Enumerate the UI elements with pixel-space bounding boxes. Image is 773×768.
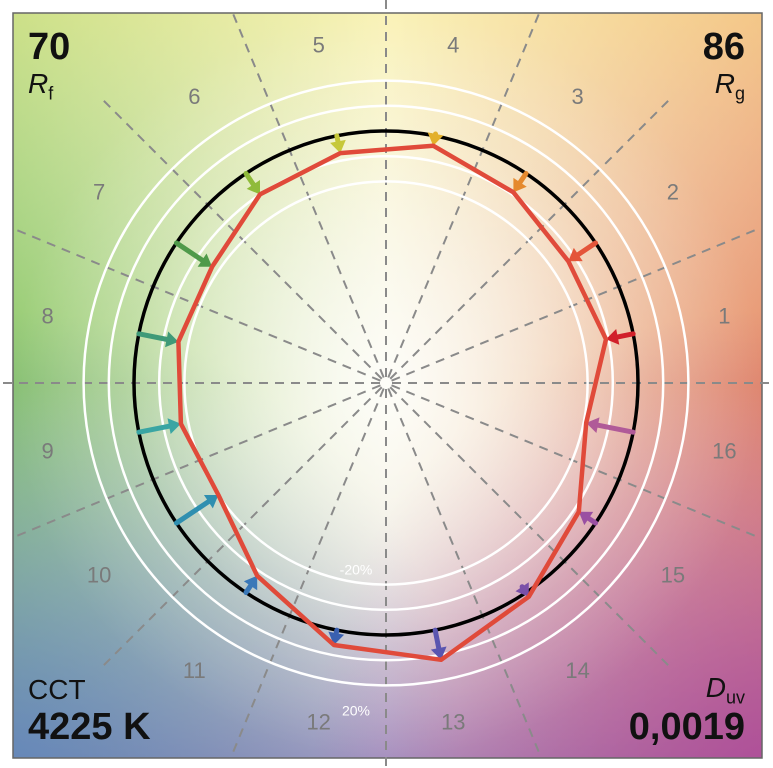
hue-bin-label: 16: [712, 438, 736, 463]
hue-bin-label: 7: [93, 179, 105, 204]
spoke-line: [391, 384, 756, 537]
spoke-line: [391, 229, 756, 382]
percent-rings: [82, 79, 690, 687]
percent-ring: [157, 154, 615, 612]
spoke-line: [387, 13, 540, 378]
ring-label: -20%: [340, 562, 373, 578]
hue-arrow: [605, 329, 636, 345]
frame-border: [12, 12, 763, 759]
hue-arrow: [173, 240, 213, 267]
spoke-line: [232, 13, 385, 378]
hue-arrow: [330, 133, 346, 154]
hue-bin-label: 11: [183, 658, 206, 683]
hue-bin-label: 12: [306, 709, 330, 734]
rf-symbol-subscript: f: [48, 83, 54, 104]
rf-symbol-letter: R: [28, 68, 49, 99]
cct-value: 4225 K: [28, 706, 151, 748]
spoke-line: [102, 99, 383, 380]
rg-value: 86: [702, 26, 745, 68]
spoke-line: [16, 229, 381, 382]
duv-symbol-letter: D: [705, 672, 726, 703]
rg-symbol-subscript: g: [734, 83, 745, 104]
rf-symbol: Rf: [28, 70, 53, 103]
hue-arrow: [568, 240, 599, 262]
hue-arrow: [515, 582, 529, 597]
hue-bin-label: 9: [42, 438, 54, 463]
hue-bin-label: 3: [572, 84, 584, 109]
hue-arrow: [243, 170, 260, 195]
percent-ring: [82, 79, 690, 687]
spoke-line: [389, 386, 670, 667]
percent-ring: [107, 104, 665, 662]
percent-ring: [183, 180, 589, 586]
reference-circle: [132, 129, 640, 637]
hue-bin-label: 4: [447, 33, 459, 58]
ring-label: 20%: [342, 702, 370, 718]
duv-symbol: Duv: [706, 674, 745, 707]
hue-arrow: [430, 627, 447, 660]
rf-value: 70: [28, 26, 71, 68]
hue-arrow: [136, 331, 179, 348]
hue-bin-label: 6: [188, 84, 200, 109]
hue-bin-label: 1: [718, 304, 730, 329]
spoke-line: [389, 99, 670, 380]
hue-bin-label: 5: [313, 33, 325, 58]
hue-arrow: [513, 170, 529, 193]
hue-bin-label: 8: [42, 304, 54, 329]
duv-symbol-subscript: uv: [725, 687, 745, 708]
hue-arrow: [427, 131, 444, 146]
rg-symbol-letter: R: [714, 68, 735, 99]
spoke-line: [102, 386, 383, 667]
cct-label: CCT: [28, 674, 86, 705]
duv-value: 0,0019: [628, 706, 745, 748]
hue-bin-label: 2: [667, 179, 679, 204]
hue-bin-label: 13: [441, 709, 465, 734]
hue-bin-label: 15: [661, 563, 685, 588]
hue-background: [13, 13, 762, 758]
hue-bin-label: 10: [87, 563, 111, 588]
hue-arrow: [243, 575, 258, 596]
ring-labels: -20% 20%: [340, 562, 373, 719]
hue-arrow: [136, 418, 181, 435]
spoke-line: [232, 388, 385, 753]
rg-symbol: Rg: [715, 70, 745, 103]
hue-arrow: [586, 417, 636, 435]
hue-shift-arrows: [136, 131, 636, 660]
spoke-line: [387, 388, 540, 753]
hue-bin-label: 14: [565, 658, 589, 683]
hue-arrow: [578, 511, 599, 526]
hue-arrow: [328, 627, 345, 645]
test-source-curve: [176, 143, 609, 663]
hue-arrow: [173, 495, 219, 526]
